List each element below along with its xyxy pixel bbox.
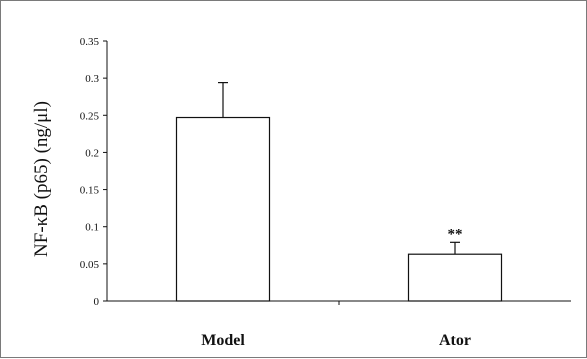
y-tick-label: 0.25 xyxy=(80,110,100,122)
y-tick-label: 0.3 xyxy=(85,73,99,85)
significance-marker: ** xyxy=(448,226,463,242)
y-tick-label: 0.35 xyxy=(80,36,100,48)
y-tick-label: 0.1 xyxy=(85,222,99,234)
x-category-label: Model xyxy=(201,332,245,349)
y-tick-label: 0.2 xyxy=(85,147,99,159)
y-tick-label: 0.05 xyxy=(80,259,100,271)
bar xyxy=(175,116,271,302)
y-tick-label: 0.15 xyxy=(80,185,100,197)
y-axis-title: NF-κB (p65) (ng/μl) xyxy=(31,101,52,257)
y-tick-label: 0 xyxy=(94,296,100,308)
bar xyxy=(407,253,503,302)
x-category-label: Ator xyxy=(439,332,471,349)
